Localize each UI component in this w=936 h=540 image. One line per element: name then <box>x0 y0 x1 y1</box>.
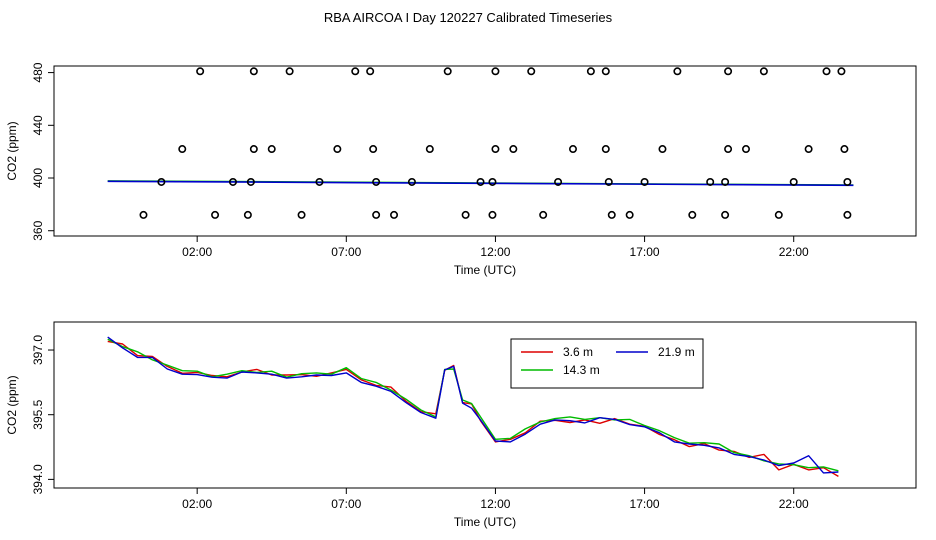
x-tick-label: 22:00 <box>779 497 809 511</box>
bottom-panel: 02:00 07:00 12:00 17:00 22:00 394.0 395.5 397.0… <box>5 321 917 529</box>
y-axis-label: CO2 (ppm) <box>5 375 19 434</box>
data-marker <box>249 145 258 154</box>
data-marker <box>488 210 497 219</box>
data-marker <box>351 67 360 76</box>
data-marker <box>568 145 577 154</box>
data-marker <box>601 145 610 154</box>
data-marker <box>554 177 563 186</box>
data-marker <box>372 210 381 219</box>
x-tick-label: 02:00 <box>182 497 212 511</box>
data-marker <box>211 210 220 219</box>
data-marker <box>688 210 697 219</box>
legend: 3.6 m 14.3 m 21.9 m <box>510 338 704 389</box>
legend-label: 21.9 m <box>658 345 695 359</box>
y-axis-label: CO2 (ppm) <box>5 121 19 180</box>
data-marker <box>249 67 258 76</box>
data-marker <box>673 67 682 76</box>
x-tick-label: 17:00 <box>630 497 660 511</box>
data-marker <box>139 210 148 219</box>
y-tick-label: 400 <box>31 168 45 188</box>
data-marker <box>491 145 500 154</box>
data-marker <box>228 177 237 186</box>
x-axis-label: Time (UTC) <box>454 515 516 529</box>
y-tick-label: 394.0 <box>31 464 45 494</box>
y-tick-label: 395.5 <box>31 399 45 429</box>
y-tick-label: 397.0 <box>31 335 45 365</box>
data-marker <box>724 67 733 76</box>
data-marker <box>491 67 500 76</box>
data-marker <box>837 67 846 76</box>
data-marker <box>443 67 452 76</box>
data-marker <box>658 145 667 154</box>
x-axis-label: Time (UTC) <box>454 263 516 277</box>
data-marker <box>721 177 730 186</box>
data-marker <box>840 145 849 154</box>
legend-label: 14.3 m <box>563 363 600 377</box>
data-marker <box>390 210 399 219</box>
x-tick-label: 12:00 <box>480 245 510 259</box>
data-marker <box>267 145 276 154</box>
data-marker <box>759 67 768 76</box>
data-marker <box>822 67 831 76</box>
data-marker <box>843 210 852 219</box>
x-tick-label: 07:00 <box>331 245 361 259</box>
data-marker <box>243 210 252 219</box>
data-marker <box>527 67 536 76</box>
data-marker <box>425 145 434 154</box>
x-tick-label: 12:00 <box>480 497 510 511</box>
data-marker <box>246 177 255 186</box>
data-marker <box>804 145 813 154</box>
plot-frame <box>53 321 917 489</box>
data-marker <box>586 67 595 76</box>
series-line-14-3-m <box>107 338 839 472</box>
legend-label: 3.6 m <box>563 345 593 359</box>
data-marker <box>461 210 470 219</box>
legend-box <box>510 338 704 389</box>
data-marker <box>724 145 733 154</box>
data-marker <box>196 67 205 76</box>
x-tick-label: 07:00 <box>331 497 361 511</box>
y-tick-label: 360 <box>31 220 45 240</box>
data-marker <box>366 67 375 76</box>
data-marker <box>539 210 548 219</box>
data-marker <box>297 210 306 219</box>
data-marker <box>407 177 416 186</box>
data-marker <box>843 177 852 186</box>
data-marker <box>625 210 634 219</box>
series-line-21-9-m <box>107 336 839 474</box>
data-marker <box>285 67 294 76</box>
chart-title: RBA AIRCOA I Day 120227 Calibrated Times… <box>324 10 613 25</box>
data-marker <box>488 177 497 186</box>
series-line-blue <box>107 180 854 187</box>
data-marker <box>601 67 610 76</box>
data-marker <box>706 177 715 186</box>
data-marker <box>157 177 166 186</box>
data-marker <box>369 145 378 154</box>
data-marker <box>315 177 324 186</box>
data-marker <box>604 177 613 186</box>
data-marker <box>741 145 750 154</box>
data-marker <box>178 145 187 154</box>
series-line-3-6-m <box>107 340 839 478</box>
x-tick-label: 17:00 <box>630 245 660 259</box>
data-marker <box>774 210 783 219</box>
x-tick-label: 02:00 <box>182 245 212 259</box>
data-marker <box>640 177 649 186</box>
data-marker <box>333 145 342 154</box>
y-tick-label: 480 <box>31 62 45 82</box>
top-panel: 02:00 07:00 12:00 17:00 22:00 360 400 440 480 Tim… <box>5 62 917 277</box>
data-marker <box>476 177 485 186</box>
data-marker <box>789 177 798 186</box>
data-marker <box>509 145 518 154</box>
data-marker <box>607 210 616 219</box>
data-marker <box>721 210 730 219</box>
x-tick-label: 22:00 <box>779 245 809 259</box>
data-marker <box>372 177 381 186</box>
plot-frame <box>53 65 917 237</box>
y-tick-label: 440 <box>31 115 45 135</box>
